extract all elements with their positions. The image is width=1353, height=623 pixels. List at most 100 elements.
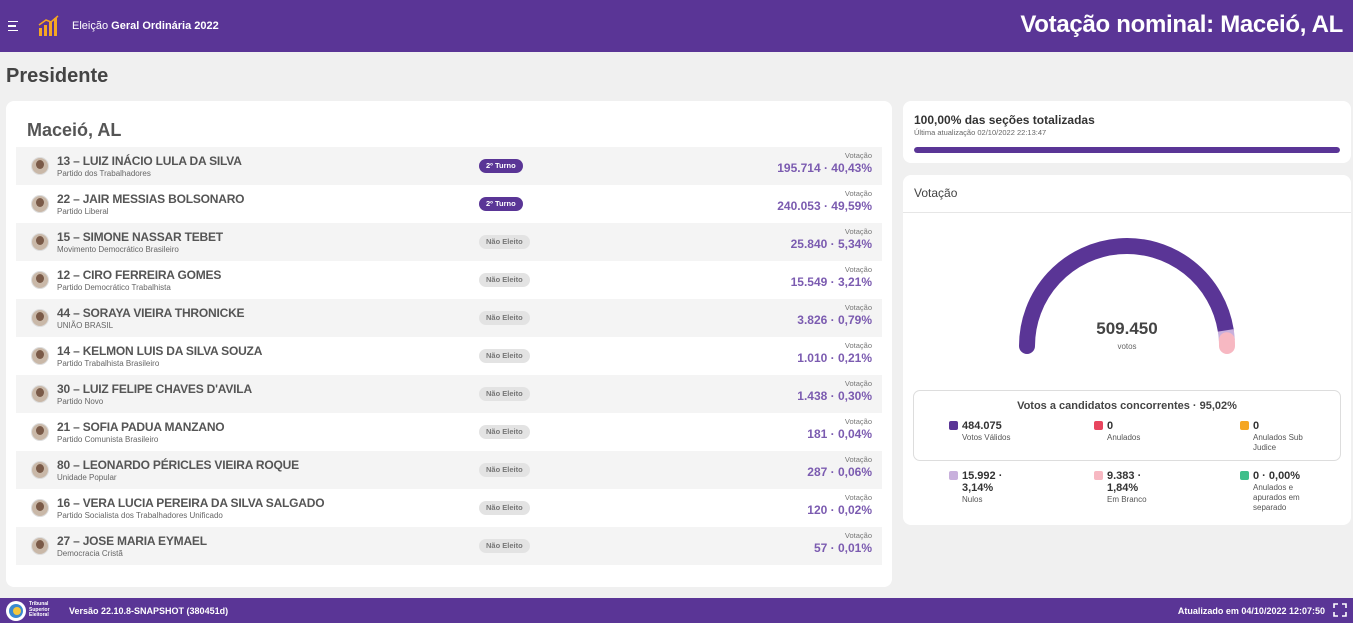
candidate-row[interactable]: 80 – LEONARDO PÉRICLES VIEIRA ROQUE Unida… bbox=[16, 451, 882, 489]
candidate-photo bbox=[31, 347, 49, 365]
candidate-name: 15 – SIMONE NASSAR TEBET bbox=[57, 230, 223, 244]
status-badge: Não Eleito bbox=[479, 387, 530, 401]
status-badge: 2º Turno bbox=[479, 197, 523, 211]
candidate-row[interactable]: 16 – VERA LUCIA PEREIRA DA SILVA SALGADO… bbox=[16, 489, 882, 527]
votes-label: Votação bbox=[844, 265, 872, 274]
app-title: Eleição Geral Ordinária 2022 bbox=[72, 20, 219, 32]
candidate-name: 16 – VERA LUCIA PEREIRA DA SILVA SALGADO bbox=[57, 496, 325, 510]
bottom-bar: Tribunal Superior Eleitoral Versão 22.10… bbox=[0, 598, 1353, 623]
legend-swatch bbox=[1094, 471, 1103, 480]
menu-icon[interactable] bbox=[8, 15, 30, 37]
candidate-name: 80 – LEONARDO PÉRICLES VIEIRA ROQUE bbox=[57, 458, 299, 472]
candidate-row[interactable]: 21 – SOFIA PADUA MANZANO Partido Comunist… bbox=[16, 413, 882, 451]
fullscreen-icon[interactable] bbox=[1333, 603, 1347, 617]
legend-label: Votos Válidos bbox=[962, 433, 1011, 442]
gauge-validos-arc bbox=[1019, 238, 1234, 354]
votes-label: Votação bbox=[844, 189, 872, 198]
votes-value: 120 · 0,02% bbox=[807, 503, 872, 517]
candidate-name: 21 – SOFIA PADUA MANZANO bbox=[57, 420, 225, 434]
candidate-name: 12 – CIRO FERREIRA GOMES bbox=[57, 268, 222, 282]
legend-swatch bbox=[1240, 471, 1249, 480]
candidate-photo bbox=[31, 309, 49, 327]
candidate-name: 44 – SORAYA VIEIRA THRONICKE bbox=[57, 306, 245, 320]
votes-value: 15.549 · 3,21% bbox=[790, 275, 872, 289]
legend-label: Anulados e apurados em separado bbox=[1253, 483, 1300, 512]
status-badge: Não Eleito bbox=[479, 273, 530, 287]
sections-progress bbox=[914, 147, 1340, 153]
votes-value: 240.053 · 49,59% bbox=[777, 199, 872, 213]
candidate-name: 30 – LUIZ FELIPE CHAVES D'AVILA bbox=[57, 382, 252, 396]
status-badge: Não Eleito bbox=[479, 235, 530, 249]
legend-value: 9.383 · 1,84% bbox=[1107, 470, 1142, 494]
candidate-name: 22 – JAIR MESSIAS BOLSONARO bbox=[57, 192, 245, 206]
status-badge: 2º Turno bbox=[479, 159, 523, 173]
votes-value: 57 · 0,01% bbox=[813, 541, 872, 555]
votes-label: Votação bbox=[844, 379, 872, 388]
candidates-card: Maceió, AL 13 – LUIZ INÁCIO LULA DA SILV… bbox=[6, 101, 892, 587]
legend-swatch bbox=[949, 471, 958, 480]
legend-item: 9.383 · 1,84% Em Branco bbox=[1094, 470, 1170, 505]
candidate-photo bbox=[31, 499, 49, 517]
candidate-party: Movimento Democrático Brasileiro bbox=[57, 245, 179, 254]
legend-label: Nulos bbox=[962, 495, 983, 504]
votes-label: Votação bbox=[844, 417, 872, 426]
candidate-name: 27 – JOSE MARIA EYMAEL bbox=[57, 534, 207, 548]
candidate-row[interactable]: 27 – JOSE MARIA EYMAEL Democracia Cristã N… bbox=[16, 527, 882, 565]
bar-chart-icon bbox=[38, 15, 59, 36]
candidate-row[interactable]: 15 – SIMONE NASSAR TEBET Movimento Democr… bbox=[16, 223, 882, 261]
votes-value: 1.010 · 0,21% bbox=[797, 351, 872, 365]
legend-item: 0 · 0,00% Anulados e apurados em separado bbox=[1240, 470, 1316, 513]
candidate-party: Partido dos Trabalhadores bbox=[57, 169, 151, 178]
candidate-photo bbox=[31, 157, 49, 175]
candidate-party: Partido Liberal bbox=[57, 207, 109, 216]
votacao-card: Votação 509.450 votos Votos a candidatos… bbox=[903, 175, 1351, 525]
status-badge: Não Eleito bbox=[479, 425, 530, 439]
votes-label: Votação bbox=[844, 151, 872, 160]
candidate-photo bbox=[31, 385, 49, 403]
version-label: Versão 22.10.8-SNAPSHOT (380451d) bbox=[69, 605, 229, 616]
votes-label: Votação bbox=[844, 455, 872, 464]
top-bar: Eleição Geral Ordinária 2022 Votação nom… bbox=[0, 0, 1353, 52]
legend-item: 0 Anulados bbox=[1094, 420, 1170, 443]
candidate-party: Partido Trabalhista Brasileiro bbox=[57, 359, 160, 368]
candidate-row[interactable]: 14 – KELMON LUIS DA SILVA SOUZA Partido T… bbox=[16, 337, 882, 375]
city-title: Maceió, AL bbox=[27, 120, 122, 140]
candidate-row[interactable]: 12 – CIRO FERREIRA GOMES Partido Democrát… bbox=[16, 261, 882, 299]
votes-label: Votação bbox=[844, 493, 872, 502]
sections-card: 100,00% das seções totalizadas Última at… bbox=[903, 101, 1351, 163]
app-title-light: Eleição bbox=[72, 20, 112, 32]
legend-swatch bbox=[949, 421, 958, 430]
candidate-party: UNIÃO BRASIL bbox=[57, 321, 114, 330]
votes-value: 1.438 · 0,30% bbox=[797, 389, 872, 403]
votes-label: Votação bbox=[844, 341, 872, 350]
status-badge: Não Eleito bbox=[479, 501, 530, 515]
votes-label: Votação bbox=[844, 303, 872, 312]
concorrentes-title: Votos a candidatos concorrentes · 95,02% bbox=[1017, 400, 1237, 412]
votes-value: 25.840 · 5,34% bbox=[790, 237, 872, 251]
candidate-party: Partido Comunista Brasileiro bbox=[57, 435, 159, 444]
candidate-photo bbox=[31, 271, 49, 289]
sections-title: 100,00% das seções totalizadas bbox=[914, 113, 1095, 127]
status-badge: Não Eleito bbox=[479, 349, 530, 363]
votes-label: Votação bbox=[844, 531, 872, 540]
updated-label: Atualizado em 04/10/2022 12:07:50 bbox=[1177, 606, 1325, 616]
candidate-row[interactable]: 22 – JAIR MESSIAS BOLSONARO Partido Liber… bbox=[16, 185, 882, 223]
candidate-row[interactable]: 30 – LUIZ FELIPE CHAVES D'AVILA Partido N… bbox=[16, 375, 882, 413]
legend-swatch bbox=[1240, 421, 1249, 430]
candidate-row[interactable]: 13 – LUIZ INÁCIO LULA DA SILVA Partido do… bbox=[16, 147, 882, 185]
tse-logo-icon bbox=[6, 600, 26, 621]
legend-value: 15.992 · 3,14% bbox=[962, 470, 1003, 494]
candidate-photo bbox=[31, 461, 49, 479]
candidate-party: Partido Democrático Trabalhista bbox=[57, 283, 171, 292]
app-title-bold: Geral Ordinária 2022 bbox=[111, 20, 219, 32]
votes-value: 181 · 0,04% bbox=[807, 427, 872, 441]
tse-label: Tribunal Superior Eleitoral bbox=[29, 601, 50, 619]
candidate-party: Partido Novo bbox=[57, 397, 104, 406]
candidate-name: 13 – LUIZ INÁCIO LULA DA SILVA bbox=[57, 154, 242, 168]
candidate-photo bbox=[31, 195, 49, 213]
votes-label: Votação bbox=[844, 227, 872, 236]
legend-value: 0 bbox=[1107, 420, 1114, 432]
concorrentes-box: Votos a candidatos concorrentes · 95,02% bbox=[913, 390, 1341, 461]
legend-label: Anulados Sub Judice bbox=[1253, 433, 1303, 452]
candidate-row[interactable]: 44 – SORAYA VIEIRA THRONICKE UNIÃO BRASIL… bbox=[16, 299, 882, 337]
